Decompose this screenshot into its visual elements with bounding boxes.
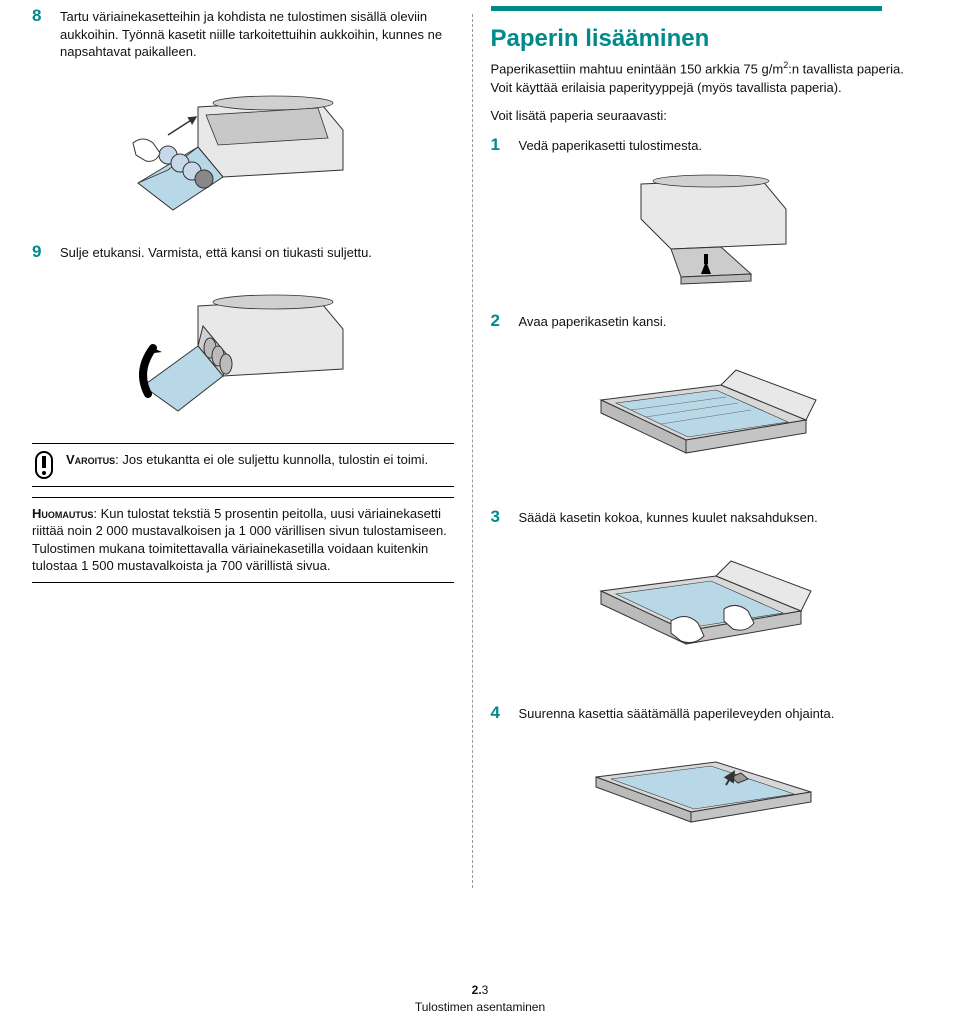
page-num: 3	[482, 983, 489, 997]
warning-body: : Jos etukantta ei ole suljettu kunnolla…	[115, 452, 428, 467]
illustration-step1	[576, 169, 826, 289]
step-1: 1 Vedä paperikasetti tulostimesta.	[491, 135, 913, 155]
step-4-text: Suurenna kasettia säätämällä paperilevey…	[519, 703, 835, 723]
note-label: Huomautus	[32, 506, 93, 521]
left-column: 8 Tartu väriainekasetteihin ja kohdista …	[14, 6, 472, 978]
step-3-text: Säädä kasetin kokoa, kunnes kuulet naksa…	[519, 507, 818, 527]
note-text: Huomautus: Kun tulostat tekstiä 5 prosen…	[32, 505, 454, 575]
illustration-step3	[576, 541, 826, 681]
page-chapter: 2.	[472, 983, 482, 997]
warning-icon	[32, 451, 56, 479]
step-2-number: 2	[491, 311, 509, 331]
right-column: Paperin lisääminen Paperikasettiin mahtu…	[473, 6, 931, 978]
step-9: 9 Sulje etukansi. Varmista, että kansi o…	[32, 242, 454, 262]
step-3-number: 3	[491, 507, 509, 527]
step-9-text: Sulje etukansi. Varmista, että kansi on …	[60, 242, 372, 262]
warning-label: Varoitus	[66, 452, 115, 467]
illustration-step4	[576, 737, 826, 832]
step-8: 8 Tartu väriainekasetteihin ja kohdista …	[32, 6, 454, 61]
page-number: 2.3	[0, 982, 960, 999]
step-1-text: Vedä paperikasetti tulostimesta.	[519, 135, 703, 155]
intro1-a: Paperikasettiin mahtuu enintään 150 arkk…	[491, 61, 784, 76]
warning-callout: Varoitus: Jos etukantta ei ole suljettu …	[32, 443, 454, 487]
step-3: 3 Säädä kasetin kokoa, kunnes kuulet nak…	[491, 507, 913, 527]
step-1-number: 1	[491, 135, 509, 155]
step-2: 2 Avaa paperikasetin kansi.	[491, 311, 913, 331]
warning-text: Varoitus: Jos etukantta ei ole suljettu …	[66, 451, 428, 469]
section-rule	[491, 6, 883, 11]
step-4-number: 4	[491, 703, 509, 723]
page-footer: 2.3 Tulostimen asentaminen	[0, 982, 960, 1016]
illustration-step2	[576, 345, 826, 485]
step-9-number: 9	[32, 242, 50, 262]
footer-section: Tulostimen asentaminen	[0, 999, 960, 1016]
note-callout: Huomautus: Kun tulostat tekstiä 5 prosen…	[32, 497, 454, 583]
illustration-step9	[118, 276, 368, 421]
step-2-text: Avaa paperikasetin kansi.	[519, 311, 667, 331]
intro-paragraph-1: Paperikasettiin mahtuu enintään 150 arkk…	[491, 59, 913, 97]
step-8-text: Tartu väriainekasetteihin ja kohdista ne…	[60, 6, 454, 61]
section-title: Paperin lisääminen	[491, 25, 913, 53]
illustration-step8	[118, 75, 368, 220]
note-body: : Kun tulostat tekstiä 5 prosentin peito…	[32, 506, 447, 574]
step-4: 4 Suurenna kasettia säätämällä paperilev…	[491, 703, 913, 723]
step-8-number: 8	[32, 6, 50, 61]
intro-paragraph-2: Voit lisätä paperia seuraavasti:	[491, 107, 913, 125]
